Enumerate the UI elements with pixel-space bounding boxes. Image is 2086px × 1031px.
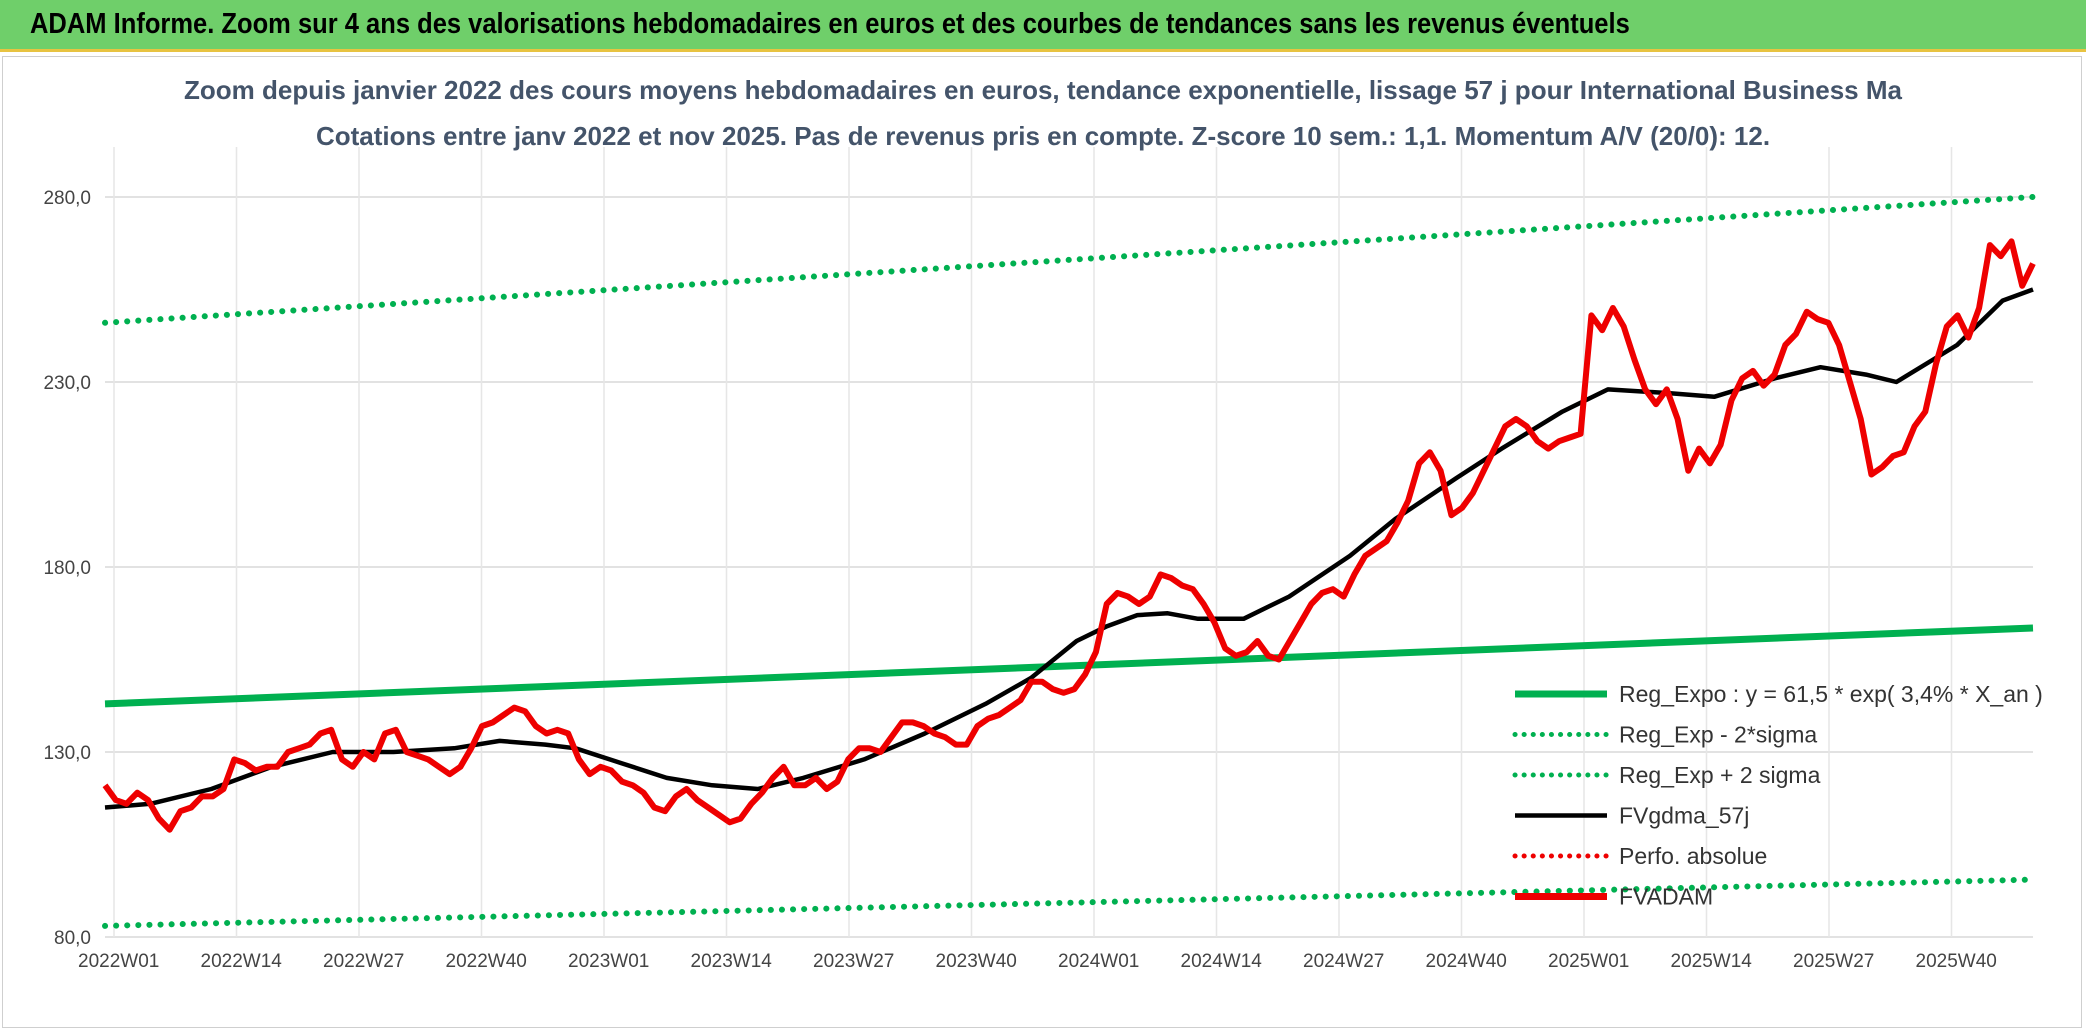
x-tick-label: 2024W40: [1426, 951, 1507, 972]
chart-frame: Zoom depuis janvier 2022 des cours moyen…: [2, 56, 2082, 1028]
legend-label-price: FVADAM: [1619, 884, 1713, 910]
y-axis: 80,0 130,0 180,0 230,0 280,0: [43, 188, 91, 949]
x-tick-label: 2023W01: [568, 951, 649, 972]
x-tick-label: 2023W40: [936, 951, 1017, 972]
price-chart: Zoom depuis janvier 2022 des cours moyen…: [43, 75, 2043, 972]
legend-label-mma: FVgdma_57j: [1619, 803, 1749, 829]
series-reg-upper: [102, 194, 2036, 326]
y-tick-label: 280,0: [43, 188, 91, 209]
chart-title: Zoom depuis janvier 2022 des cours moyen…: [184, 75, 1903, 105]
report-banner: ADAM Informe. Zoom sur 4 ans des valoris…: [0, 0, 2086, 52]
chart-subtitle: Cotations entre janv 2022 et nov 2025. P…: [316, 121, 1770, 151]
x-tick-label: 2025W40: [1916, 951, 1997, 972]
y-tick-label: 80,0: [54, 928, 91, 949]
report-title: ADAM Informe. Zoom sur 4 ans des valoris…: [30, 8, 1630, 40]
x-tick-label: 2022W27: [323, 951, 404, 972]
series-reg-lower: [102, 876, 2036, 929]
x-tick-label: 2024W14: [1181, 951, 1263, 972]
x-tick-label: 2024W27: [1303, 951, 1384, 972]
series-fvadam: [102, 238, 2036, 833]
x-tick-label: 2025W27: [1793, 951, 1874, 972]
x-tick-label: 2025W01: [1548, 951, 1629, 972]
legend-label-upper: Reg_Exp + 2 sigma: [1619, 762, 1821, 788]
x-tick-label: 2023W27: [813, 951, 894, 972]
x-tick-label: 2022W14: [201, 951, 283, 972]
y-tick-label: 230,0: [43, 373, 91, 394]
y-tick-label: 180,0: [43, 558, 91, 579]
x-tick-label: 2025W14: [1671, 951, 1753, 972]
series-layer: [102, 194, 2036, 929]
x-tick-label: 2022W40: [446, 951, 527, 972]
legend-label-regline: Reg_Expo : y = 61,5 * exp( 3,4% * X_an ): [1619, 681, 2043, 707]
legend-label-perfo: Perfo. absolue: [1619, 843, 1767, 869]
y-tick-label: 130,0: [43, 743, 91, 764]
x-tick-label: 2023W14: [691, 951, 773, 972]
series-reg-expo: [104, 624, 2034, 708]
x-axis: 2022W01 2022W14 2022W27 2022W40 2023W01 2023W…: [78, 951, 1997, 972]
x-tick-label: 2024W01: [1058, 951, 1139, 972]
x-tick-label: 2022W01: [78, 951, 159, 972]
gridlines: [105, 147, 2033, 938]
legend: Reg_Expo : y = 61,5 * exp( 3,4% * X_an )…: [1512, 681, 2043, 910]
legend-label-lower: Reg_Exp - 2*sigma: [1619, 722, 1817, 748]
